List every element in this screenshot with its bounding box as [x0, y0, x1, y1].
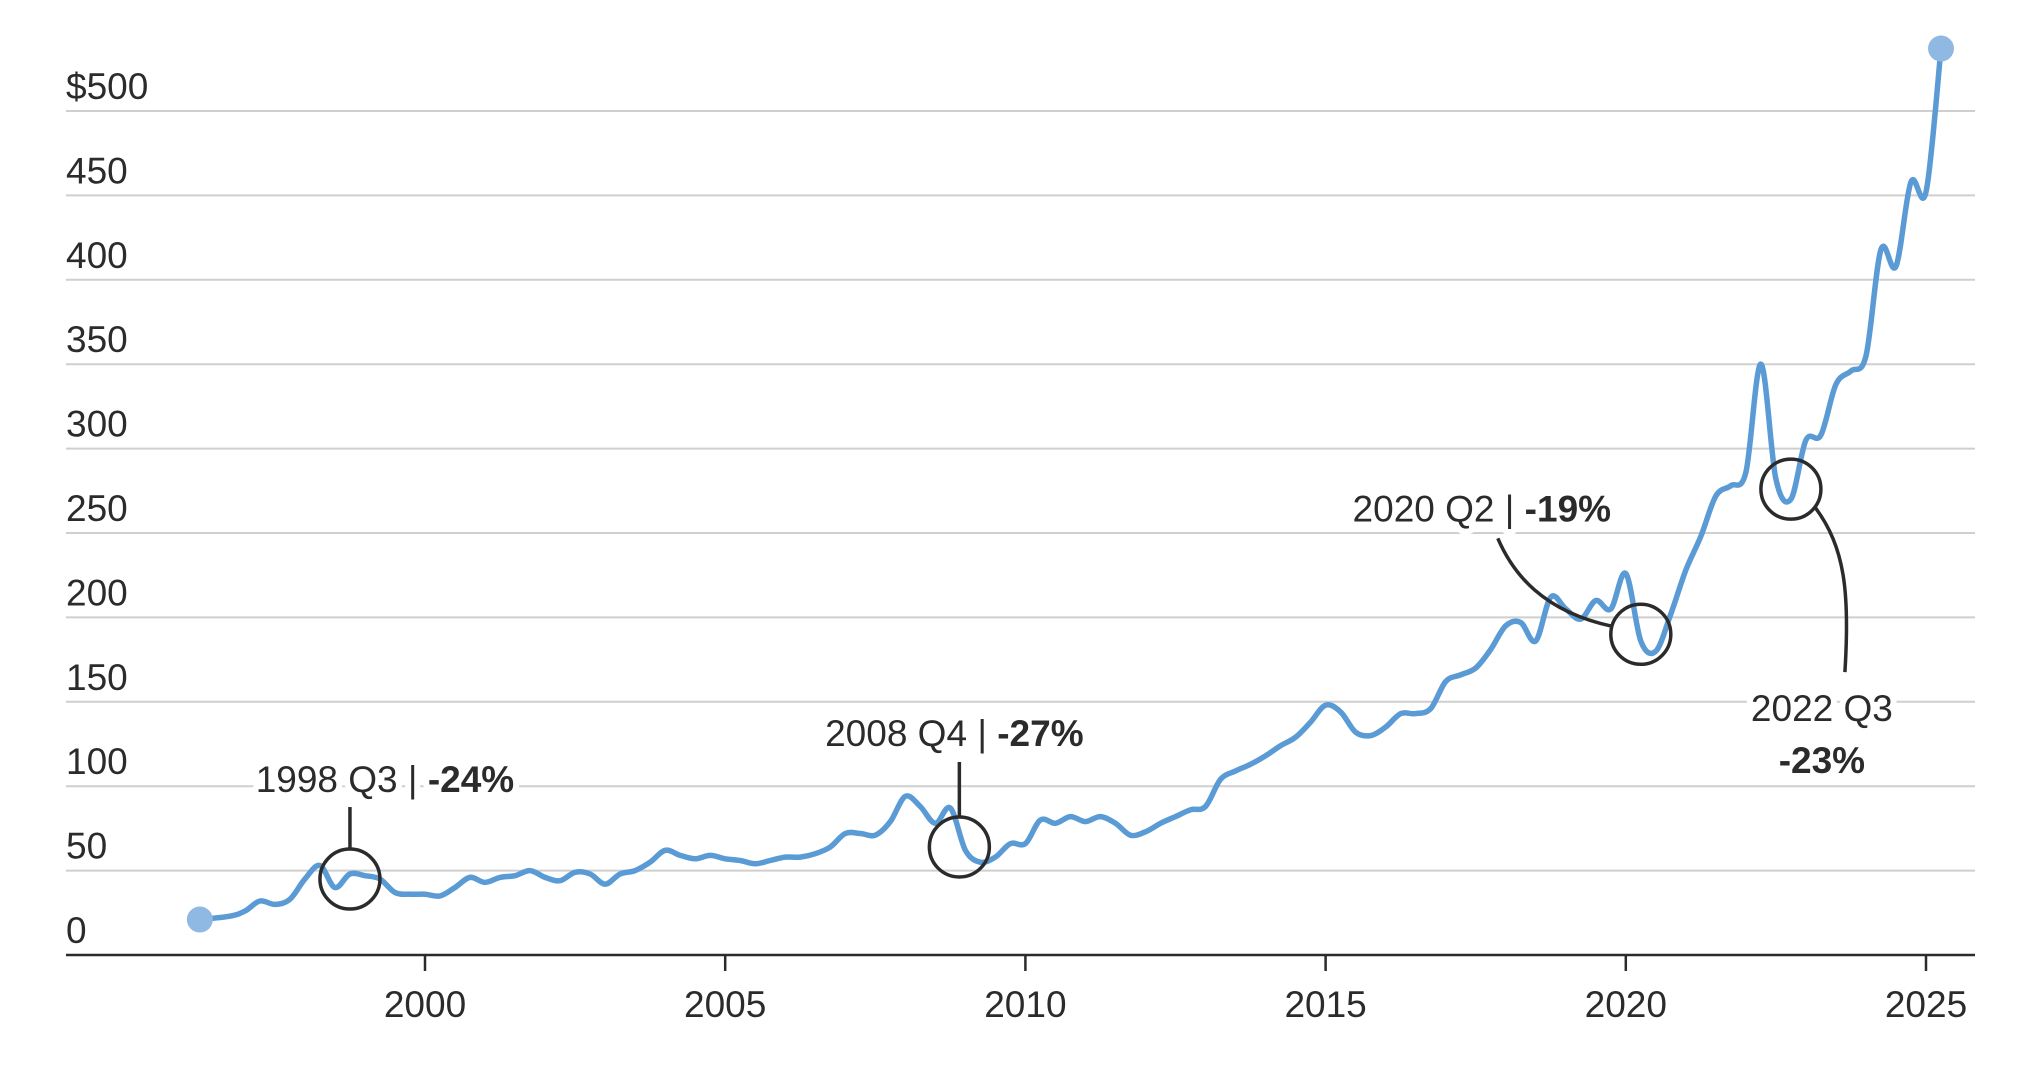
- annotation-period: 2008 Q4 |: [825, 713, 997, 754]
- end-point-marker: [1928, 35, 1955, 62]
- annotation-connector: [1496, 537, 1613, 628]
- y-tick-label: $500: [66, 66, 148, 107]
- annotations: 1998 Q3 | -24% 2008 Q4 | -27% 2020 Q2 | -1…: [250, 457, 1899, 911]
- x-tick-label: 2000: [384, 984, 466, 1025]
- y-axis-tick-labels: 0 50 100 150 200 250 300 350 400 450 $500: [66, 66, 148, 951]
- y-tick-label: 450: [66, 150, 128, 191]
- y-tick-label: 0: [66, 910, 87, 951]
- y-tick-label: 150: [66, 657, 128, 698]
- series-layer: [186, 35, 1955, 933]
- annotation-label: 2008 Q4 | -27%: [825, 713, 1084, 754]
- annotation-change: -23%: [1779, 740, 1865, 781]
- annotation-label: 1998 Q3 | -24%: [256, 759, 515, 800]
- y-tick-label: 350: [66, 319, 128, 360]
- x-tick-label: 2005: [684, 984, 766, 1025]
- x-axis-ticks: 2000 2005 2010 2015 2020 2025: [384, 955, 1967, 1025]
- annotation-period: 2022 Q3: [1751, 688, 1893, 729]
- annotation-change: -19%: [1525, 488, 1611, 529]
- x-tick-label: 2020: [1585, 984, 1667, 1025]
- y-tick-label: 400: [66, 235, 128, 276]
- y-tick-label: 200: [66, 572, 128, 613]
- y-tick-label: 300: [66, 404, 128, 445]
- annotation-circle: [1609, 602, 1673, 667]
- x-tick-label: 2025: [1885, 984, 1967, 1025]
- annotation-period: 1998 Q3 |: [256, 759, 428, 800]
- annotation-circle: [1759, 457, 1823, 521]
- start-point-marker: [186, 906, 213, 933]
- annotation-change: -27%: [997, 713, 1083, 754]
- gridlines: [66, 110, 1975, 872]
- annotation-label: 2020 Q2 | -19%: [1353, 488, 1612, 529]
- y-tick-label: 50: [66, 826, 107, 867]
- annotation-change: -24%: [428, 759, 514, 800]
- y-tick-label: 250: [66, 488, 128, 529]
- y-tick-label: 100: [66, 741, 128, 782]
- annotation-connector: [1813, 506, 1849, 673]
- x-tick-label: 2015: [1284, 984, 1366, 1025]
- price-series-line: [197, 45, 1944, 923]
- annotation-period: 2020 Q2 |: [1353, 488, 1525, 529]
- x-tick-label: 2010: [984, 984, 1066, 1025]
